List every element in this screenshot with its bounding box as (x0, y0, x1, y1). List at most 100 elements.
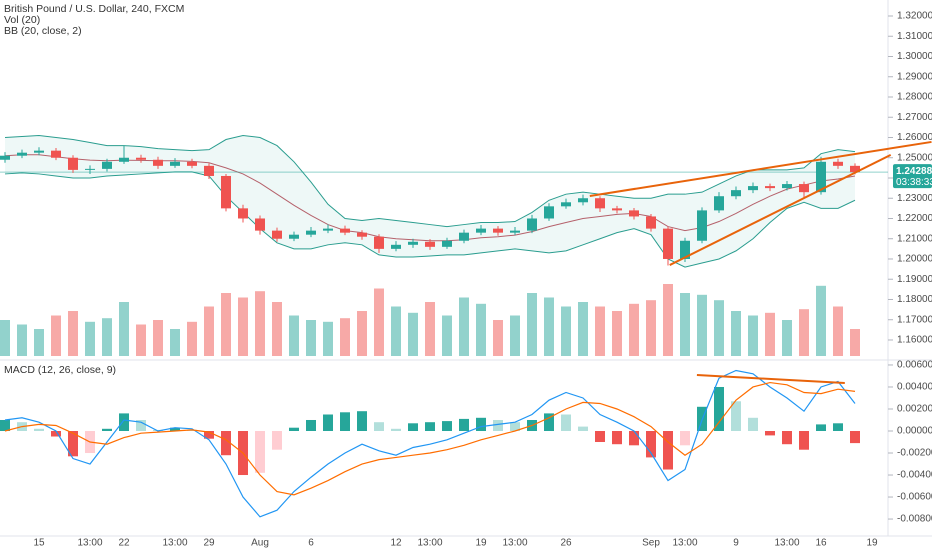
y-tick-label: 1.32000 (897, 11, 932, 22)
macd-histogram-bar (272, 431, 282, 450)
macd-histogram-bar (493, 419, 503, 432)
trend-line (589, 140, 932, 197)
candle-body (612, 208, 622, 211)
volume-bar (578, 302, 588, 356)
y-tick-label: 1.27000 (897, 112, 932, 123)
volume-bar (493, 320, 503, 356)
volume-bar (510, 315, 520, 356)
y-tick-label: 1.17000 (897, 314, 932, 325)
macd-histogram-bar (646, 431, 656, 458)
candle-body (68, 157, 78, 170)
macd-histogram-bar (612, 431, 622, 445)
macd-histogram-bar (459, 418, 469, 432)
y-tick-label: 0.00400 (897, 382, 932, 393)
y-tick-label: -0.00600 (897, 492, 932, 503)
volume-bar (748, 315, 758, 356)
bb-upper (4, 134, 856, 228)
volume-bar (527, 293, 537, 356)
signal-line (4, 381, 856, 496)
candle-body (850, 165, 860, 173)
bb-study-label: BB (20, close, 2) (4, 25, 82, 37)
x-tick-label: 13:00 (77, 538, 102, 549)
macd-histogram-bar (748, 417, 758, 432)
volume-bar (816, 285, 826, 356)
y-tick-label: -0.00200 (897, 448, 932, 459)
x-tick-label: 26 (560, 538, 572, 549)
candle-body (272, 230, 282, 239)
volume-bar (68, 311, 78, 356)
macd-histogram-bar (442, 421, 452, 432)
y-tick-label: 1.22000 (897, 213, 932, 224)
candle-body (51, 150, 61, 158)
candle-body (357, 232, 367, 237)
x-tick-label: 9 (733, 538, 739, 549)
macd-line (4, 369, 856, 518)
y-tick-label: 1.30000 (897, 51, 932, 62)
candle-body (102, 161, 112, 169)
volume-bar (459, 297, 469, 356)
volume-bar (187, 321, 197, 356)
candle-body (629, 210, 639, 217)
last-price-label: 1.24288 (896, 166, 932, 177)
macd-study-label: MACD (12, 26, close, 9) (4, 364, 116, 376)
candle-body (323, 228, 333, 231)
macd-histogram-bar (408, 423, 418, 432)
volume-bar (170, 329, 180, 356)
macd-histogram-bar (578, 426, 588, 432)
y-tick-label: 1.16000 (897, 335, 932, 346)
volume-bar (442, 315, 452, 356)
x-tick-label: 6 (308, 538, 314, 549)
x-tick-label: 22 (118, 538, 130, 549)
volume-bar (646, 300, 656, 356)
volume-bar (680, 293, 690, 356)
y-tick-label: 1.23000 (897, 193, 932, 204)
volume-bar (697, 294, 707, 356)
macd-histogram-bar (476, 417, 486, 432)
volume-bar (51, 315, 61, 356)
volume-bar (323, 321, 333, 356)
macd-histogram-bar (255, 431, 265, 473)
y-tick-label: 0.00200 (897, 404, 932, 415)
candle-body (544, 206, 554, 219)
volume-bar (340, 318, 350, 356)
candle-body (714, 196, 724, 211)
y-tick-label: 1.29000 (897, 71, 932, 82)
macd-histogram-bar (0, 419, 10, 432)
y-tick-label: 1.18000 (897, 294, 932, 305)
macd-histogram-bar (204, 431, 214, 439)
volume-bar (306, 320, 316, 356)
candle-body (34, 150, 44, 153)
y-tick-label: -0.00800 (897, 514, 932, 525)
plot: 15 13:00 22 13:00 29 Aug 6 12 13:00 19 13:00 26 Sep 1… (0, 11, 932, 549)
candle-body (85, 168, 95, 170)
candle-body (731, 190, 741, 197)
volume-bar (663, 284, 673, 356)
trend-line (696, 373, 845, 385)
bb-fill (5, 135, 855, 268)
volume-bar (272, 302, 282, 356)
volume-bar (136, 324, 146, 356)
candle-body (816, 161, 826, 193)
macd-histogram-bar (136, 419, 146, 432)
volume-bar (612, 311, 622, 356)
volume-bar (289, 315, 299, 356)
x-tick-label: 15 (33, 538, 45, 549)
macd-histogram-bar (833, 423, 843, 432)
candle-body (578, 198, 588, 203)
volume-bar (408, 312, 418, 356)
volume-study-label: Vol (20) (4, 14, 40, 26)
volume-bar (34, 329, 44, 356)
candle-body (340, 228, 350, 233)
macd-histogram-bar (340, 412, 350, 432)
symbol-title: British Pound / U.S. Dollar, 240, FXCM (4, 3, 184, 15)
macd-histogram-bar (51, 431, 61, 437)
candle-body (595, 198, 605, 209)
macd-histogram-bar (544, 413, 554, 432)
volume-bar (833, 306, 843, 356)
volume-bar (119, 302, 129, 356)
last-price-box (893, 164, 932, 189)
macd-histogram-bar (357, 411, 367, 432)
volume-bar (204, 306, 214, 356)
y-tick-label: 1.19000 (897, 274, 932, 285)
